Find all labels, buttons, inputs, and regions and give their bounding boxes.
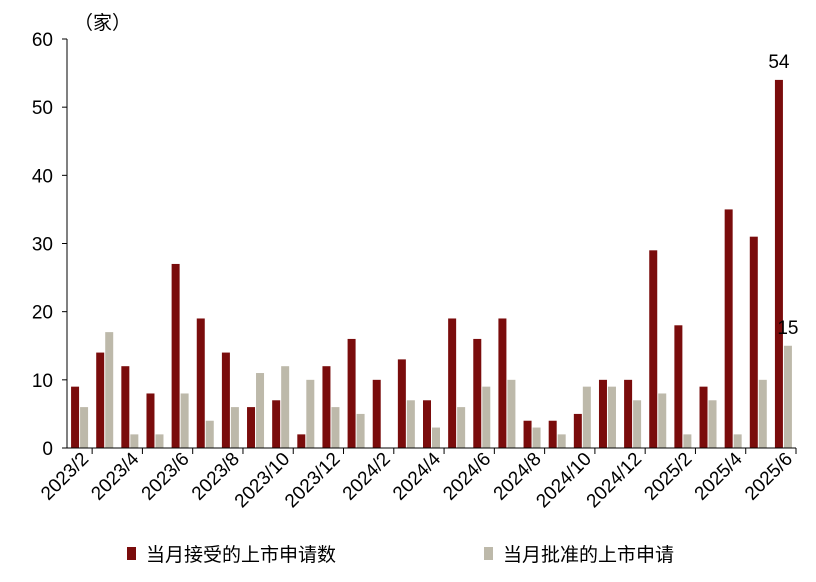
bar-accepted-2025/2 [674,325,683,448]
bar-approved-2023/6 [180,393,189,448]
y-tick-label-10: 10 [32,371,53,392]
bar-accepted-2023/8 [221,352,230,448]
bar-approved-2023/7 [205,420,214,448]
bar-accepted-2025/5 [749,236,758,448]
legend: 当月接受的上市申请数 当月批准的上市申请 [127,544,674,566]
bar-accepted-2024/7 [498,318,507,448]
bar-approved-2025/6 [783,345,792,448]
x-tick-label-2024/2: 2024/2 [339,449,395,505]
bar-accepted-2024/2 [372,379,381,448]
bar-accepted-2024/12 [624,379,633,448]
bar-approved-2025/2 [683,434,692,448]
bar-approved-2024/3 [406,400,415,448]
bar-accepted-2024/8 [523,420,532,448]
legend-swatch-approved [484,547,493,560]
x-tick-label-2023/12: 2023/12 [281,449,344,512]
x-tick-label-2024/12: 2024/12 [583,449,646,512]
axes-group [62,38,797,454]
bar-accepted-2024/1 [347,338,356,448]
bar-accepted-2024/11 [598,379,607,448]
x-tick-label-2023/4: 2023/4 [87,448,143,504]
bar-approved-2024/6 [482,386,491,448]
bars-group [71,79,792,449]
bar-approved-2024/9 [557,434,566,448]
bar-accepted-2024/6 [473,338,482,448]
legend-swatch-accepted [127,547,136,560]
bar-accepted-2025/4 [724,209,733,448]
y-axis-unit-label: （家） [74,12,131,34]
bar-approved-2023/12 [331,407,340,448]
bar-accepted-2024/3 [397,359,406,448]
bar-approved-2025/3 [708,400,717,448]
y-tick-label-0: 0 [42,439,53,460]
x-tick-label-2023/6: 2023/6 [138,449,194,505]
data-label-accepted-2025/6: 54 [768,52,790,73]
bar-approved-2023/8 [230,407,239,448]
bar-approved-2025/5 [758,379,767,448]
bar-accepted-2025/3 [699,386,708,448]
bar-accepted-2025/6 [774,79,783,449]
x-tick-label-2024/6: 2024/6 [439,449,495,505]
bar-accepted-2024/4 [423,400,431,448]
bar-approved-2024/8 [532,427,541,448]
x-tick-label-2024/10: 2024/10 [532,449,595,512]
bar-accepted-2024/10 [573,413,582,448]
bar-approved-2023/11 [306,379,315,448]
legend-label-approved: 当月批准的上市申请 [503,544,674,566]
bar-approved-2023/5 [155,434,164,448]
x-tick-label-2025/4: 2025/4 [691,448,747,504]
x-tick-label-2025/6: 2025/6 [741,449,797,505]
bar-accepted-2024/5 [448,318,457,448]
bar-approved-2024/12 [633,400,642,448]
y-tick-label-60: 60 [32,30,53,51]
bar-approved-2023/9 [256,373,265,448]
x-tick-label-2024/4: 2024/4 [389,448,445,504]
bar-accepted-2023/2 [71,386,80,448]
bar-accepted-2023/9 [247,407,256,448]
bar-approved-2023/4 [130,434,139,448]
legend-label-accepted: 当月接受的上市申请数 [146,544,336,566]
bar-accepted-2025/1 [649,250,658,448]
y-tick-label-40: 40 [32,166,53,187]
bar-approved-2024/4 [432,427,440,448]
bar-accepted-2023/5 [146,393,155,448]
bar-approved-2024/10 [582,386,591,448]
bar-approved-2024/11 [607,386,616,448]
x-tick-label-2025/2: 2025/2 [640,449,696,505]
y-tick-label-20: 20 [32,303,53,324]
bar-approved-2024/5 [457,407,466,448]
y-tick-label-50: 50 [32,98,53,119]
bar-accepted-2023/3 [96,352,105,448]
x-tick-label-2023/10: 2023/10 [231,449,294,512]
y-tick-label-30: 30 [32,235,53,256]
bar-approved-2023/2 [80,407,89,448]
bar-approved-2024/1 [356,413,365,448]
bar-approved-2023/10 [281,366,290,448]
bar-accepted-2023/11 [297,434,306,448]
bar-approved-2023/3 [105,332,114,448]
bar-approved-2024/7 [507,379,516,448]
bar-accepted-2023/7 [196,318,205,448]
bar-accepted-2024/9 [548,420,557,448]
bar-accepted-2023/12 [322,366,331,448]
bar-accepted-2023/10 [272,400,281,448]
bar-approved-2025/4 [733,434,742,448]
bar-approved-2025/1 [658,393,667,448]
bar-accepted-2023/4 [121,366,130,448]
data-label-approved-2025/6: 15 [777,318,798,339]
bar-accepted-2023/6 [171,263,180,448]
